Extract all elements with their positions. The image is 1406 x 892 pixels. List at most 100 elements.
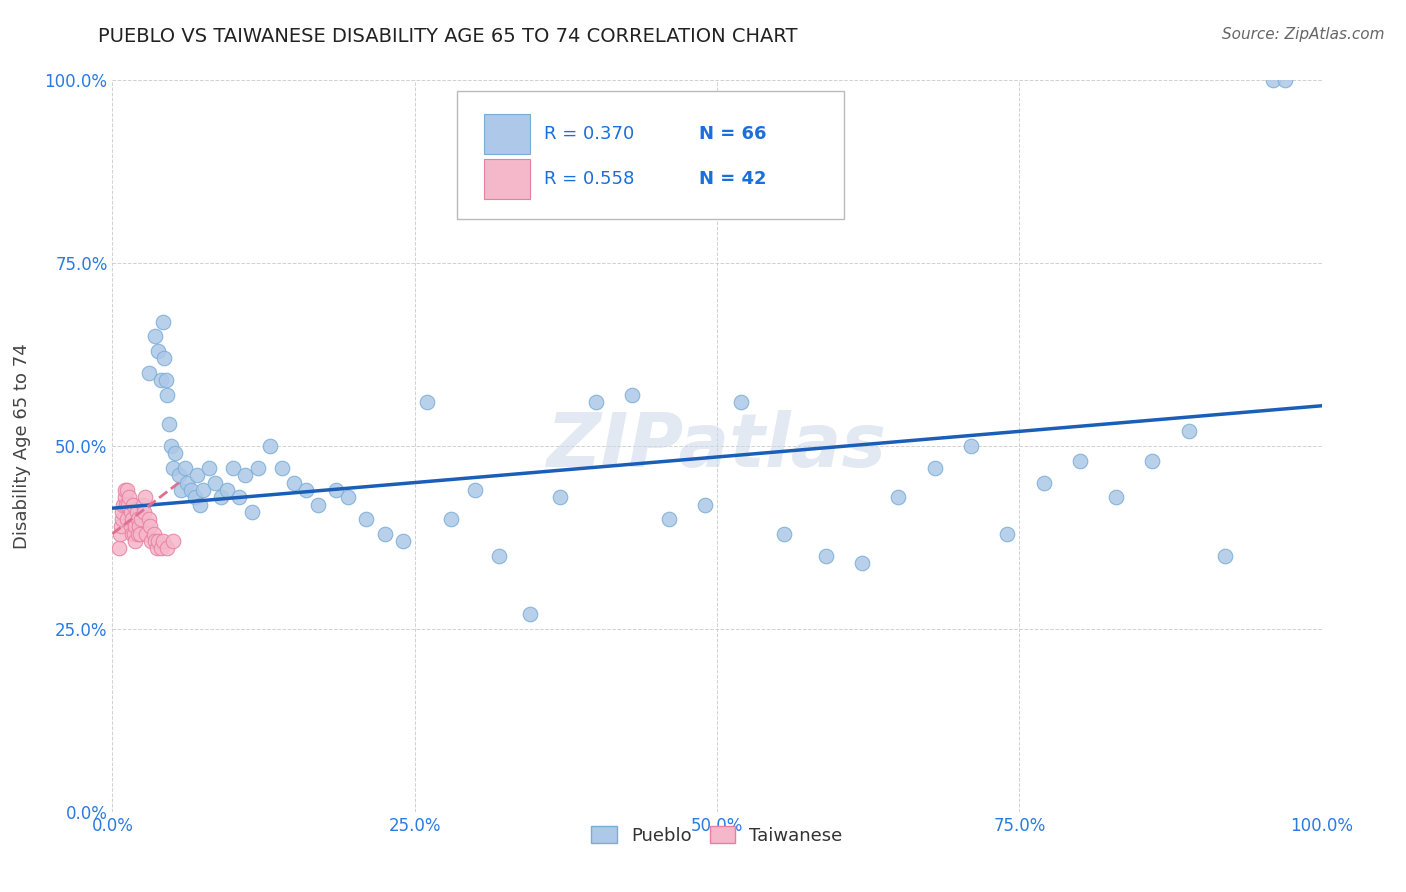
Point	[138, 512, 160, 526]
Point	[995, 526, 1018, 541]
Legend: Pueblo, Taiwanese: Pueblo, Taiwanese	[582, 817, 852, 854]
Point	[188, 498, 211, 512]
Point	[127, 526, 149, 541]
Point	[924, 461, 946, 475]
Point	[174, 461, 197, 475]
Point	[440, 512, 463, 526]
Point	[120, 519, 142, 533]
Point	[121, 512, 143, 526]
Point	[156, 541, 179, 556]
Point	[131, 512, 153, 526]
Point	[464, 483, 486, 497]
Point	[148, 534, 170, 549]
Point	[1213, 549, 1236, 563]
Point	[162, 534, 184, 549]
Point	[143, 329, 166, 343]
Point	[132, 498, 155, 512]
Point	[111, 505, 134, 519]
Text: PUEBLO VS TAIWANESE DISABILITY AGE 65 TO 74 CORRELATION CHART: PUEBLO VS TAIWANESE DISABILITY AGE 65 TO…	[98, 27, 799, 45]
Text: Source: ZipAtlas.com: Source: ZipAtlas.com	[1222, 27, 1385, 42]
Point	[149, 541, 172, 556]
Point	[183, 490, 205, 504]
Point	[519, 607, 541, 622]
Point	[356, 512, 378, 526]
Point	[114, 483, 136, 497]
Point	[337, 490, 360, 504]
Point	[155, 373, 177, 387]
Point	[186, 468, 208, 483]
FancyBboxPatch shape	[484, 113, 530, 153]
Point	[170, 483, 193, 497]
Text: N = 42: N = 42	[699, 170, 766, 188]
Point	[585, 395, 607, 409]
Point	[658, 512, 681, 526]
Text: ZIPatlas: ZIPatlas	[547, 409, 887, 483]
Point	[295, 483, 318, 497]
Point	[124, 534, 146, 549]
Point	[141, 534, 163, 549]
Point	[110, 519, 132, 533]
Point	[307, 498, 329, 512]
Point	[142, 526, 165, 541]
Point	[772, 526, 794, 541]
Point	[122, 526, 145, 541]
Point	[122, 498, 145, 512]
Point	[152, 534, 174, 549]
Point	[1177, 425, 1199, 439]
Point	[416, 395, 439, 409]
Text: R = 0.558: R = 0.558	[544, 170, 634, 188]
Point	[391, 534, 413, 549]
Point	[156, 388, 179, 402]
Point	[153, 351, 176, 366]
Point	[1069, 453, 1091, 467]
Point	[148, 343, 170, 358]
Point	[108, 526, 131, 541]
Point	[228, 490, 250, 504]
Point	[157, 417, 180, 431]
Point	[270, 461, 292, 475]
Point	[159, 439, 181, 453]
Point	[143, 534, 166, 549]
Point	[246, 461, 269, 475]
Point	[259, 439, 281, 453]
Point	[222, 461, 245, 475]
Point	[621, 388, 644, 402]
Point	[814, 549, 837, 563]
Point	[124, 519, 146, 533]
Point	[165, 446, 187, 460]
Point	[209, 490, 232, 504]
Point	[240, 505, 263, 519]
Point	[235, 468, 257, 483]
Point	[191, 483, 214, 497]
Text: R = 0.370: R = 0.370	[544, 125, 634, 143]
Point	[1032, 475, 1054, 490]
Point	[693, 498, 716, 512]
Point	[176, 475, 198, 490]
FancyBboxPatch shape	[457, 91, 844, 219]
Point	[107, 541, 129, 556]
Point	[129, 526, 152, 541]
Point	[198, 461, 221, 475]
Point	[120, 505, 142, 519]
Point	[180, 483, 202, 497]
Point	[325, 483, 347, 497]
Point	[851, 556, 873, 570]
Text: N = 66: N = 66	[699, 125, 766, 143]
Point	[152, 315, 174, 329]
Point	[135, 526, 157, 541]
Point	[162, 461, 184, 475]
Point	[118, 490, 141, 504]
Point	[121, 526, 143, 541]
Point	[125, 505, 148, 519]
Point	[128, 519, 150, 533]
Point	[149, 373, 172, 387]
Point	[1263, 73, 1285, 87]
Point	[132, 505, 155, 519]
Point	[114, 490, 136, 504]
Point	[960, 439, 983, 453]
Point	[374, 526, 396, 541]
Point	[115, 483, 138, 497]
Point	[1274, 73, 1296, 87]
Point	[488, 549, 510, 563]
Y-axis label: Disability Age 65 to 74: Disability Age 65 to 74	[13, 343, 31, 549]
